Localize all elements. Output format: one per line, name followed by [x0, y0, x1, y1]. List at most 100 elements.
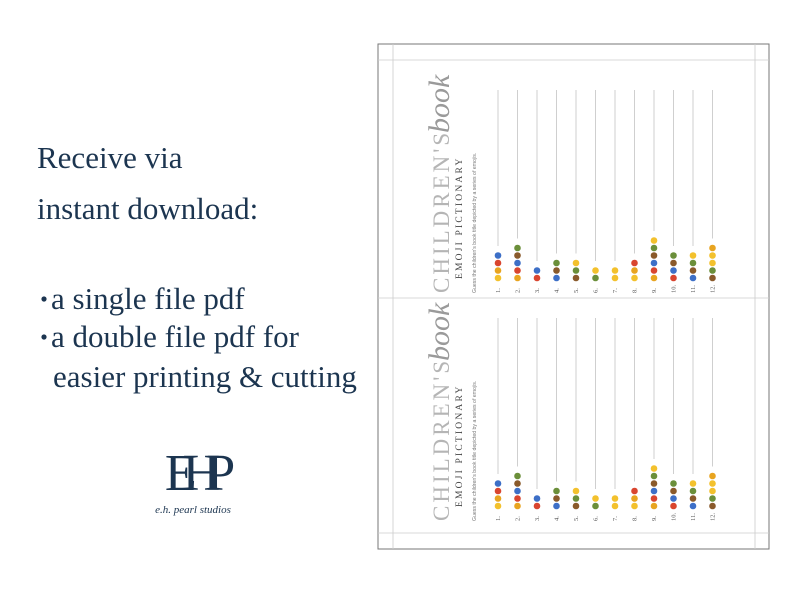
item-number: 8.: [632, 288, 639, 293]
emoji: [631, 502, 638, 510]
emoji: [533, 267, 541, 274]
emoji: [592, 502, 599, 510]
emoji: [572, 495, 580, 502]
emoji: [670, 502, 677, 510]
emoji: [514, 267, 521, 274]
emoji: [572, 274, 580, 282]
emoji: [670, 274, 677, 282]
emoji: [514, 502, 521, 510]
emoji: [670, 495, 677, 502]
emoji: [572, 267, 580, 274]
emoji: [553, 502, 560, 510]
item-number: 1.: [495, 516, 502, 521]
emoji: [689, 252, 697, 259]
panel-title: CHILDREN'S: [429, 358, 454, 521]
emoji: [611, 495, 619, 502]
emoji: [650, 472, 658, 480]
emoji: [650, 502, 658, 510]
item-number: 4.: [554, 516, 561, 521]
emoji: [650, 252, 658, 259]
emoji: [650, 259, 658, 267]
emoji: [533, 495, 541, 502]
emoji: [689, 502, 697, 510]
item-number: 12.: [710, 285, 717, 294]
emoji: [709, 252, 716, 259]
emoji: [553, 495, 560, 502]
item-number: 7.: [612, 516, 619, 521]
emoji: [553, 267, 560, 274]
emoji: [709, 487, 716, 495]
item-number: 10.: [671, 513, 678, 522]
emoji: [689, 267, 697, 274]
item-number: 7.: [612, 288, 619, 293]
emoji: [611, 502, 619, 510]
item-number: 6.: [593, 516, 600, 521]
item-number: 3.: [534, 516, 541, 521]
emoji: [514, 495, 521, 502]
emoji: [689, 495, 697, 502]
emoji: [650, 480, 658, 487]
emoji: [611, 267, 619, 274]
emoji: [670, 252, 677, 259]
emoji: [514, 487, 521, 495]
item-number: 1.: [495, 288, 502, 293]
emoji: [553, 274, 560, 282]
emoji: [494, 274, 502, 282]
emoji: [572, 502, 580, 510]
item-number: 6.: [593, 288, 600, 293]
emoji: [709, 259, 716, 267]
emoji: [670, 267, 677, 274]
emoji: [514, 274, 521, 282]
item-number: 10.: [671, 285, 678, 294]
emoji: [670, 480, 677, 487]
emoji: [709, 502, 716, 510]
bullet-dot: [41, 296, 47, 302]
emoji: [494, 495, 502, 502]
emoji: [592, 267, 599, 274]
panel-subtitle: EMOJI PICTIONARY: [455, 384, 465, 507]
emoji: [650, 487, 658, 495]
emoji: [689, 480, 697, 487]
emoji: [494, 480, 502, 487]
emoji: [533, 274, 541, 282]
emoji: [650, 244, 658, 252]
item-number: 4.: [554, 288, 561, 293]
emoji: [670, 487, 677, 495]
bullet-text: a single file pdf: [51, 281, 245, 316]
heading-line: instant download:: [37, 191, 258, 226]
emoji: [553, 487, 560, 495]
emoji: [689, 274, 697, 282]
emoji: [631, 274, 638, 282]
item-number: 9.: [651, 288, 658, 293]
emoji: [631, 495, 638, 502]
logo-name: e.h. pearl studios: [155, 504, 231, 516]
emoji: [709, 244, 716, 252]
emoji: [709, 267, 716, 274]
emoji: [670, 259, 677, 267]
item-number: 12.: [710, 513, 717, 522]
emoji: [572, 487, 580, 495]
panel-title-script: book: [423, 74, 456, 133]
emoji: [709, 480, 716, 487]
emoji: [514, 252, 521, 259]
emoji: [689, 487, 697, 495]
item-number: 5.: [573, 288, 580, 293]
emoji: [494, 252, 502, 259]
panel-title: CHILDREN'S: [429, 130, 454, 293]
emoji: [514, 472, 521, 480]
emoji: [631, 259, 638, 267]
sheet: [377, 43, 770, 550]
emoji: [533, 502, 541, 510]
emoji: [514, 480, 521, 487]
emoji: [514, 259, 521, 267]
emoji: [631, 487, 638, 495]
emoji: [572, 259, 580, 267]
panel-instructions: Guess the children's book title depicted…: [472, 381, 478, 521]
item-number: 9.: [651, 516, 658, 521]
item-number: 11.: [690, 513, 697, 521]
emoji: [514, 244, 521, 252]
emoji: [689, 259, 697, 267]
